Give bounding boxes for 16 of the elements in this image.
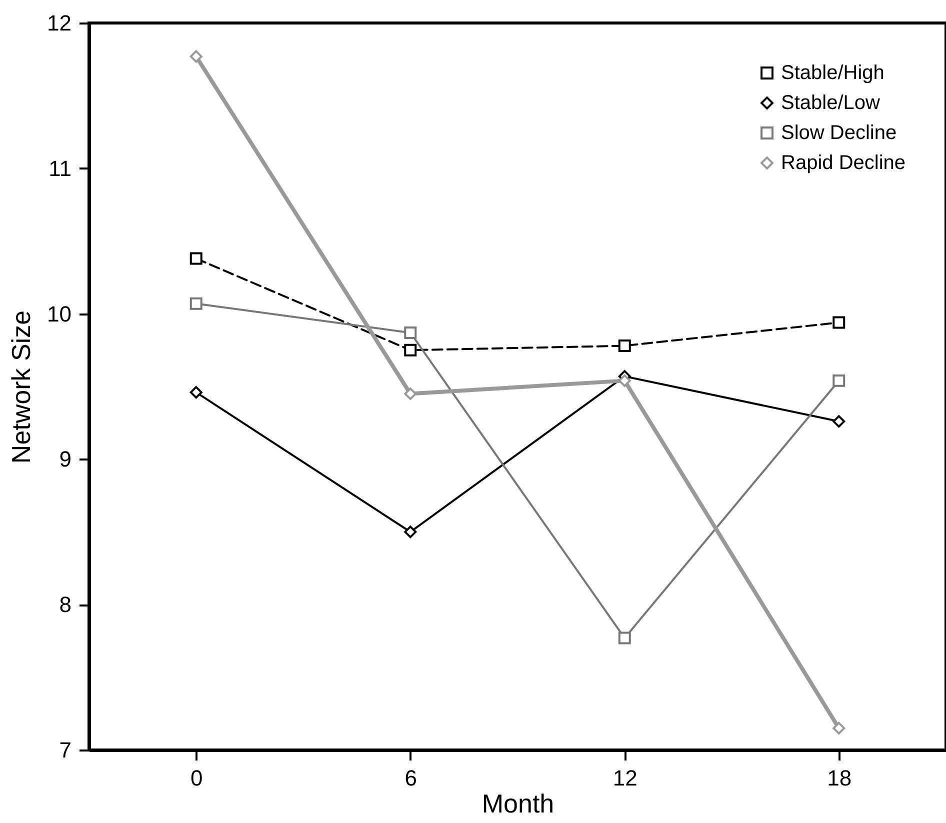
legend-label: Stable/High [781, 62, 884, 84]
y-tick-label: 9 [59, 446, 72, 472]
y-tick-label: 7 [59, 738, 72, 762]
y-axis-title: Network Size [6, 310, 36, 464]
x-axis-title: Month [482, 788, 554, 818]
legend-label: Slow Decline [781, 122, 897, 144]
legend-label: Rapid Decline [781, 152, 906, 174]
x-tick-label: 0 [190, 766, 203, 790]
y-tick-label: 8 [59, 592, 72, 618]
x-tick-label: 18 [827, 766, 852, 790]
legend-label: Stable/Low [781, 92, 881, 114]
y-tick-label: 11 [48, 156, 72, 181]
x-tick-label: 6 [404, 766, 417, 790]
y-tick-label: 12 [47, 10, 72, 36]
x-tick-label: 12 [612, 766, 638, 790]
y-tick-label: 10 [47, 301, 72, 326]
